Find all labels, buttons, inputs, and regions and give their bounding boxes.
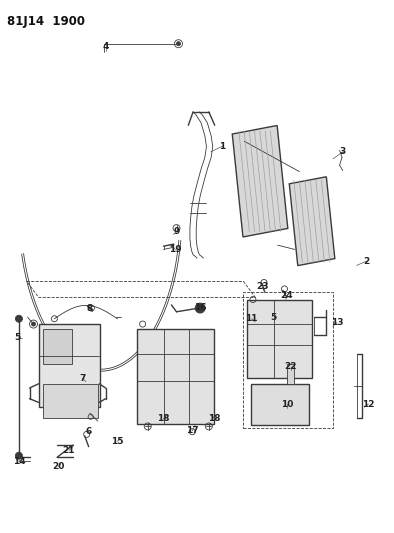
Circle shape xyxy=(15,315,22,322)
Text: 17: 17 xyxy=(186,426,199,435)
Circle shape xyxy=(15,452,22,459)
Circle shape xyxy=(177,42,180,46)
Text: 24: 24 xyxy=(281,292,293,300)
Bar xyxy=(39,324,100,407)
Text: 6: 6 xyxy=(85,427,92,436)
Text: 1: 1 xyxy=(219,142,226,150)
Text: 23: 23 xyxy=(256,282,268,291)
Text: 16: 16 xyxy=(194,303,206,311)
Text: 5: 5 xyxy=(15,334,21,342)
Bar xyxy=(43,384,98,418)
Text: 3: 3 xyxy=(340,148,346,156)
Text: 19: 19 xyxy=(169,245,182,254)
Polygon shape xyxy=(232,125,288,237)
Text: 9: 9 xyxy=(173,228,180,236)
Text: 10: 10 xyxy=(281,400,293,408)
Bar xyxy=(247,300,312,378)
Text: 5: 5 xyxy=(271,313,277,321)
Polygon shape xyxy=(289,177,335,265)
Text: 81J14  1900: 81J14 1900 xyxy=(7,15,85,28)
Text: 22: 22 xyxy=(284,362,297,371)
Circle shape xyxy=(195,303,205,313)
Text: 20: 20 xyxy=(52,462,65,471)
Text: 2: 2 xyxy=(363,257,370,265)
Text: 13: 13 xyxy=(331,318,343,327)
Text: 12: 12 xyxy=(362,400,375,408)
Bar xyxy=(251,384,309,425)
Text: 15: 15 xyxy=(111,437,124,446)
Text: 21: 21 xyxy=(63,446,75,455)
Circle shape xyxy=(32,322,35,326)
Text: 8: 8 xyxy=(87,304,93,312)
Bar xyxy=(137,329,214,424)
Text: 18: 18 xyxy=(157,414,170,423)
Text: 4: 4 xyxy=(102,43,109,51)
Text: 11: 11 xyxy=(245,314,258,323)
Text: 18: 18 xyxy=(208,414,221,423)
Bar xyxy=(243,292,333,428)
Bar xyxy=(43,329,72,364)
Text: 14: 14 xyxy=(13,457,25,465)
Bar xyxy=(287,364,294,384)
Text: 7: 7 xyxy=(80,374,86,383)
